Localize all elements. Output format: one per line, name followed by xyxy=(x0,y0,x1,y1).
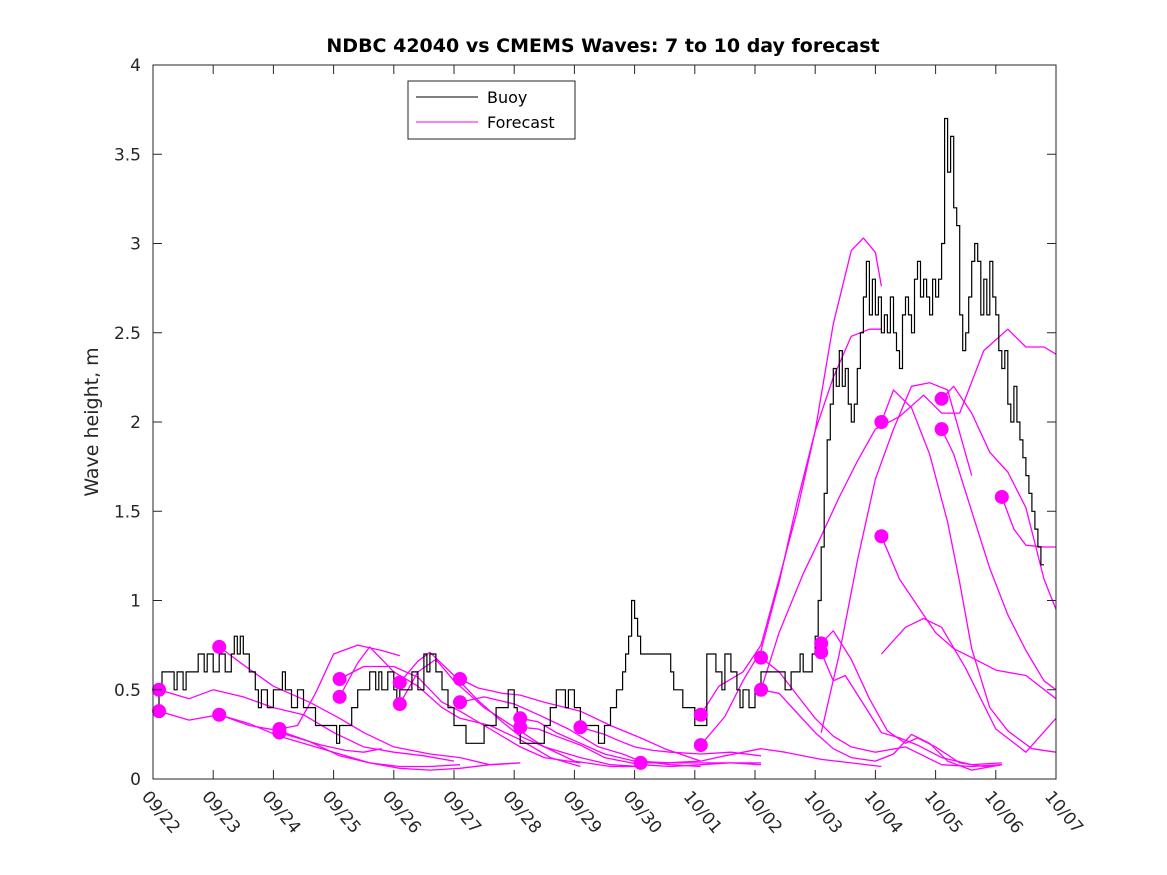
legend-buoy-label: Buoy xyxy=(487,88,527,107)
forecast-series xyxy=(158,237,1057,771)
forecast-start-marker xyxy=(994,489,1009,504)
forecast-line xyxy=(820,652,1002,766)
forecast-start-marker xyxy=(874,529,889,544)
y-tick-label: 2.5 xyxy=(114,324,141,344)
forecast-start-marker xyxy=(392,697,407,712)
forecast-line xyxy=(459,678,702,762)
forecast-line xyxy=(218,646,521,766)
forecast-start-marker xyxy=(754,682,769,697)
forecast-start-marker xyxy=(453,695,468,710)
y-tick-label: 1 xyxy=(130,592,141,612)
forecast-start-marker xyxy=(453,672,468,687)
forecast-line xyxy=(218,714,521,771)
y-tick-label: 1.5 xyxy=(114,502,141,522)
forecast-line xyxy=(399,651,641,768)
forecast-start-marker xyxy=(152,704,167,719)
forecast-line xyxy=(820,382,973,733)
forecast-line xyxy=(520,717,762,766)
legend-forecast-label: Forecast xyxy=(487,113,555,132)
y-tick-label: 0.5 xyxy=(114,681,141,701)
y-tick-label: 3.5 xyxy=(114,145,141,165)
forecast-line xyxy=(339,646,581,768)
y-tick-label: 0 xyxy=(130,770,141,790)
forecast-line xyxy=(580,726,762,757)
buoy-series xyxy=(153,117,1044,744)
y-axis-label: Wave height, m xyxy=(81,347,103,496)
forecast-start-marker xyxy=(814,645,829,660)
forecast-line xyxy=(760,328,1057,690)
y-tick-label: 4 xyxy=(130,56,141,76)
plot-area: 00.511.522.533.54 09/22 09/23 09/24 09/25 09… xyxy=(114,56,1087,838)
forecast-start-marker xyxy=(693,738,708,753)
forecast-start-marker xyxy=(874,415,889,429)
forecast-line xyxy=(279,731,382,753)
forecast-start-marker xyxy=(272,725,287,740)
forecast-line xyxy=(700,328,882,716)
forecast-line xyxy=(279,644,400,730)
forecast-line xyxy=(640,748,882,768)
legend: Buoy Forecast xyxy=(407,80,576,140)
y-tick-label: 3 xyxy=(130,235,141,255)
forecast-line xyxy=(880,617,1057,753)
forecast-start-marker xyxy=(754,650,769,665)
forecast-line xyxy=(339,665,581,764)
forecast-line xyxy=(941,428,1057,691)
forecast-line xyxy=(760,689,1002,771)
forecast-start-marker xyxy=(573,720,588,735)
forecast-line xyxy=(158,710,461,768)
forecast-start-markers xyxy=(152,391,1009,770)
legend-box xyxy=(407,80,576,140)
y-axis-ticks: 0 0.5 1 1.5 2 2.5 3 3.5 4 xyxy=(114,56,1056,790)
forecast-start-marker xyxy=(212,707,227,722)
y-tick-label: 2 xyxy=(130,413,141,433)
forecast-start-marker xyxy=(934,422,949,437)
forecast-line xyxy=(941,385,1057,610)
forecast-start-marker xyxy=(693,707,708,722)
forecast-start-marker xyxy=(332,672,347,687)
forecast-line xyxy=(520,726,761,768)
chart-title: NDBC 42040 vs CMEMS Waves: 7 to 10 day f… xyxy=(326,35,879,57)
buoy-line xyxy=(153,117,1044,744)
forecast-start-marker xyxy=(934,391,949,406)
forecast-line xyxy=(700,237,883,746)
forecast-start-marker xyxy=(633,755,648,770)
axes-background xyxy=(153,65,1056,779)
forecast-start-marker xyxy=(392,675,407,690)
forecast-start-marker xyxy=(212,639,227,654)
forecast-line xyxy=(1001,496,1056,548)
forecast-start-marker xyxy=(513,720,528,735)
forecast-start-marker xyxy=(332,689,347,704)
